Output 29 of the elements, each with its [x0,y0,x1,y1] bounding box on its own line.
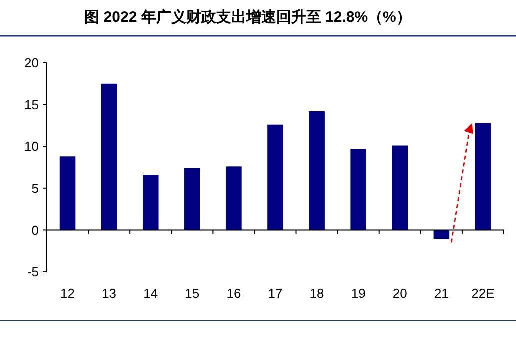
bar [226,166,242,230]
chart-title: 图 2022 年广义财政支出增速回升至 12.8%（%） [84,8,412,26]
x-tick-label: 17 [268,286,283,301]
x-tick-label: 14 [144,286,158,301]
x-tick-label: 19 [351,286,366,301]
y-tick-label: 5 [32,180,39,196]
y-tick-label: 15 [24,97,39,112]
bar [350,149,366,230]
bar [60,156,76,230]
bar [142,175,159,230]
x-tick-label: 21 [434,286,449,301]
bar [184,168,200,230]
bar [392,146,408,230]
bar [268,124,284,230]
x-tick-label: 16 [226,286,242,301]
y-tick-label: -5 [27,264,39,280]
x-tick-label: 20 [392,286,408,301]
x-tick-label: 18 [310,286,324,301]
bar [475,123,492,230]
x-tick-label: 22E [472,286,496,301]
y-tick-label: 0 [32,222,39,238]
bar [101,84,118,230]
bar [309,111,325,230]
x-tick-label: 12 [60,286,76,301]
x-tick-label: 15 [185,286,200,301]
y-tick-label: 20 [24,56,39,71]
bar [434,230,450,240]
x-tick-label: 13 [102,286,117,301]
y-tick-label: 10 [24,139,39,154]
